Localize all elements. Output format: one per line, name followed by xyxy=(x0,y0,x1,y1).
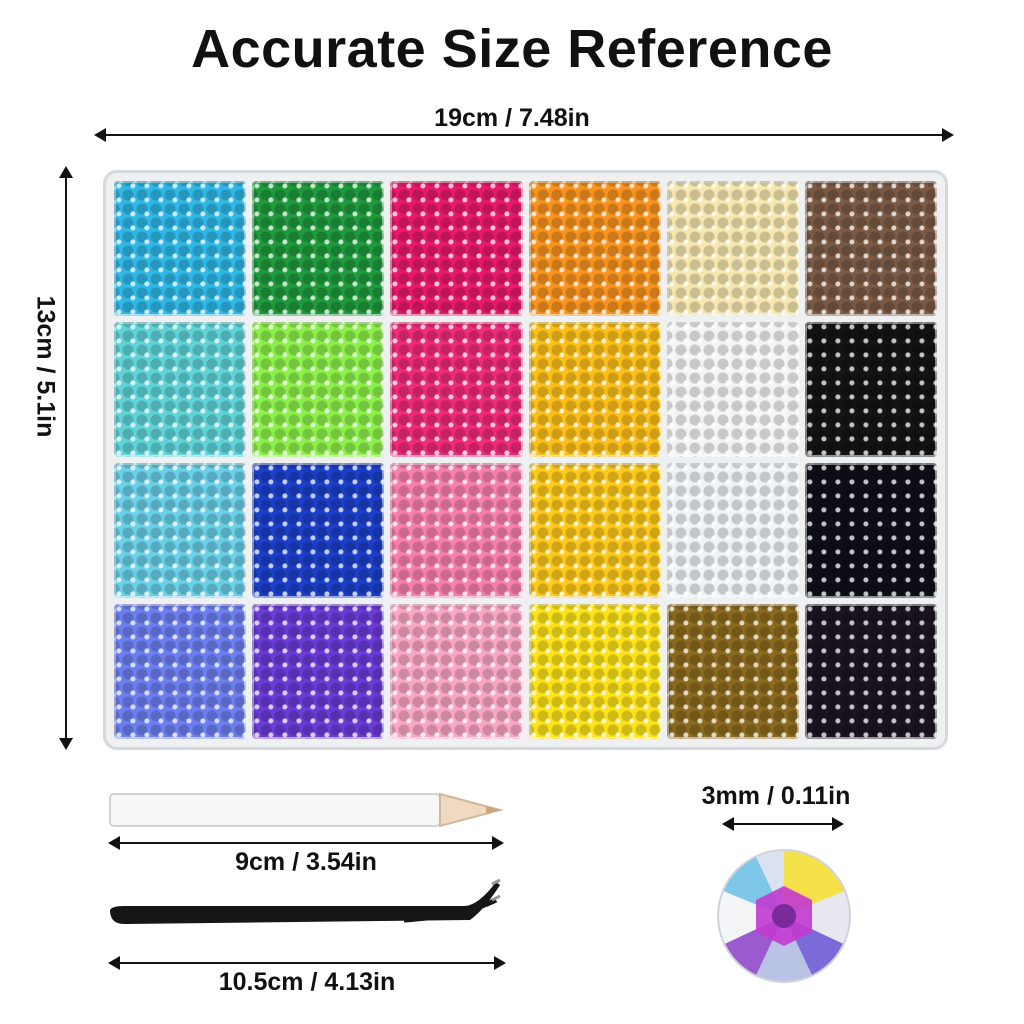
box-height-arrow xyxy=(59,166,73,750)
compartment-r2-c4 xyxy=(528,322,661,457)
compartment-r2-c1 xyxy=(114,322,247,457)
compartment-r2-c2 xyxy=(252,322,385,457)
gem-size-label: 3mm / 0.11in xyxy=(701,782,851,810)
tweezers-icon xyxy=(110,878,501,924)
compartment-r4-c2 xyxy=(252,604,385,739)
compartment-grid xyxy=(114,181,937,739)
compartment-r4-c1 xyxy=(114,604,247,739)
pen-length-label: 9cm / 3.54in xyxy=(235,848,377,876)
compartment-r1-c3 xyxy=(390,181,523,316)
box-height-label: 13cm / 5.1in xyxy=(31,295,60,438)
tweezers-length-label: 10.5cm / 4.13in xyxy=(218,968,396,996)
compartment-r1-c2 xyxy=(252,181,385,316)
pen-length-arrow xyxy=(108,836,504,850)
gem-size-arrow xyxy=(722,817,844,831)
compartment-r2-c6 xyxy=(804,322,937,457)
tweezers-length-arrow xyxy=(108,956,506,970)
page-title: Accurate Size Reference xyxy=(191,19,833,79)
compartment-r1-c5 xyxy=(666,181,799,316)
compartment-r3-c3 xyxy=(390,463,523,598)
rhinestone-organizer-box xyxy=(103,170,948,750)
compartment-r1-c6 xyxy=(804,181,937,316)
compartment-r1-c1 xyxy=(114,181,247,316)
compartment-r1-c4 xyxy=(528,181,661,316)
rhinestone-gem-icon xyxy=(717,849,851,983)
box-width-arrow xyxy=(94,128,954,142)
compartment-r4-c3 xyxy=(390,604,523,739)
compartment-r4-c6 xyxy=(804,604,937,739)
compartment-r4-c5 xyxy=(666,604,799,739)
compartment-r3-c2 xyxy=(252,463,385,598)
compartment-r3-c1 xyxy=(114,463,247,598)
compartment-r3-c4 xyxy=(528,463,661,598)
compartment-r2-c5 xyxy=(666,322,799,457)
compartment-r3-c5 xyxy=(666,463,799,598)
box-width-label: 19cm / 7.48in xyxy=(434,104,590,132)
compartment-r3-c6 xyxy=(804,463,937,598)
wax-pen-icon xyxy=(109,792,504,828)
compartment-r2-c3 xyxy=(390,322,523,457)
compartment-r4-c4 xyxy=(528,604,661,739)
